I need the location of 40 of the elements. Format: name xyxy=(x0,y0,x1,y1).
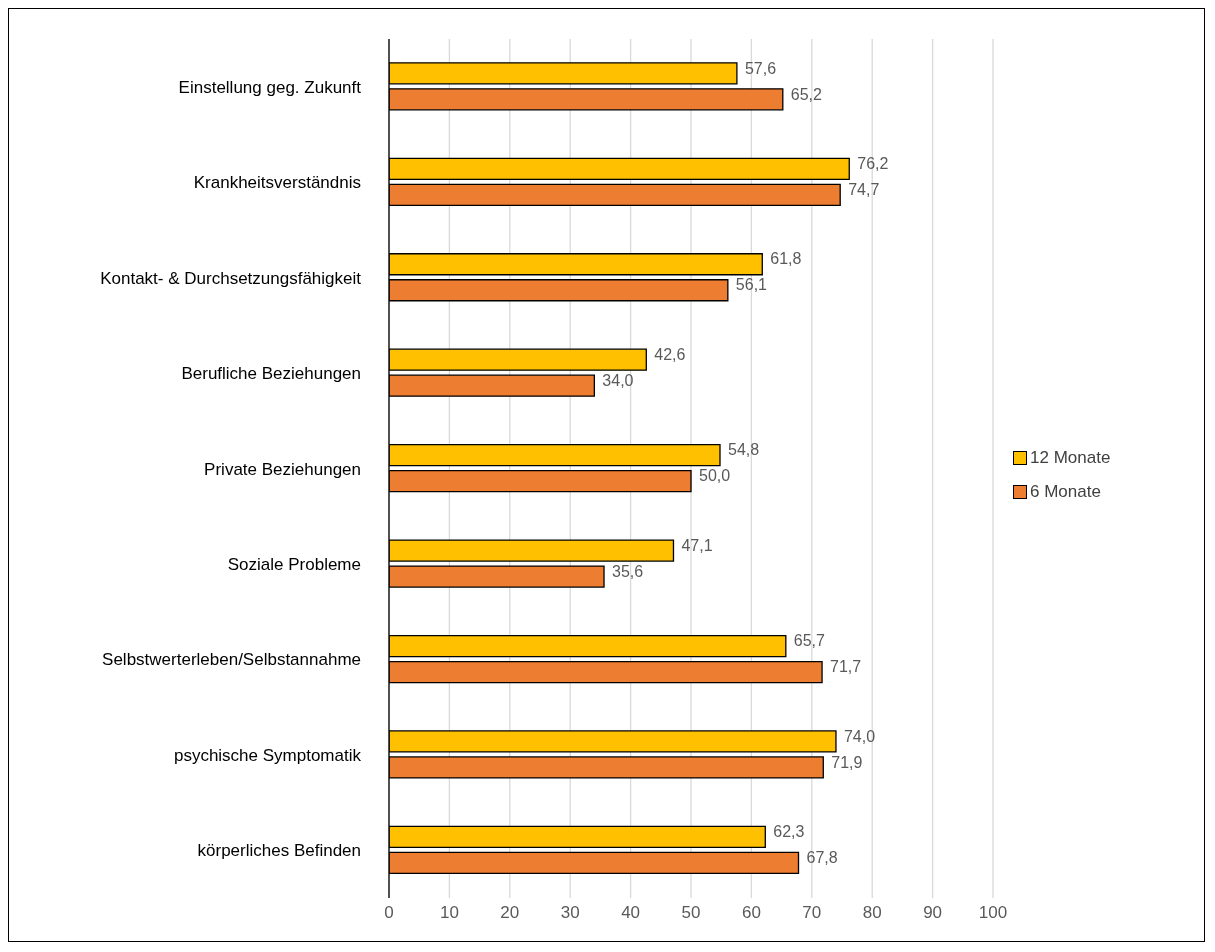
x-tick-label: 100 xyxy=(978,903,1008,923)
x-tick-label: 30 xyxy=(560,903,580,923)
x-tick-label: 70 xyxy=(802,903,822,923)
data-label: 71,7 xyxy=(830,658,862,676)
x-tick-label: 80 xyxy=(862,903,882,923)
x-tick-label: 60 xyxy=(741,903,761,923)
data-label: 74,0 xyxy=(843,727,876,745)
data-label: 67,8 xyxy=(806,849,838,867)
data-label: 57,6 xyxy=(744,59,777,77)
data-label: 50,0 xyxy=(699,467,731,485)
y-tick-label: Kontakt- & Durchsetzungsfähigkeit xyxy=(100,268,362,288)
data-label: 42,6 xyxy=(654,345,686,363)
data-label: 34,0 xyxy=(602,371,634,389)
x-tick-label: 10 xyxy=(439,903,459,923)
y-tick-label: Private Beziehungen xyxy=(204,459,361,479)
x-tick-label: 90 xyxy=(923,903,943,923)
data-label: 65,7 xyxy=(793,632,826,650)
data-label: 65,2 xyxy=(790,85,823,103)
data-label: 47,1 xyxy=(681,536,713,554)
y-tick-label: körperliches Befinden xyxy=(197,841,361,861)
y-tick-label: Einstellung geg. Zukunft xyxy=(178,77,362,97)
legend-label: 6 Monate xyxy=(1030,481,1101,502)
legend-label: 12 Monate xyxy=(1030,447,1111,468)
data-label: 62,3 xyxy=(773,823,805,841)
y-tick-label: Selbstwerterleben/Selbstannahme xyxy=(102,650,361,670)
x-tick-label: 20 xyxy=(500,903,520,923)
data-label: 35,6 xyxy=(612,562,644,580)
x-tick-label: 50 xyxy=(681,903,701,923)
x-tick-label: 40 xyxy=(621,903,641,923)
y-tick-label: Berufliche Beziehungen xyxy=(181,364,361,384)
data-label: 61,8 xyxy=(770,250,802,268)
data-label: 71,9 xyxy=(831,753,863,771)
y-tick-label: Soziale Probleme xyxy=(227,554,361,574)
y-tick-label: psychische Symptomatik xyxy=(173,745,362,765)
data-label: 74,7 xyxy=(848,181,880,199)
data-label: 56,1 xyxy=(735,276,768,294)
x-tick-label: 0 xyxy=(384,903,394,923)
data-label: 54,8 xyxy=(727,441,760,459)
y-tick-label: Krankheitsverständnis xyxy=(193,173,361,193)
data-label: 76,2 xyxy=(857,155,889,173)
